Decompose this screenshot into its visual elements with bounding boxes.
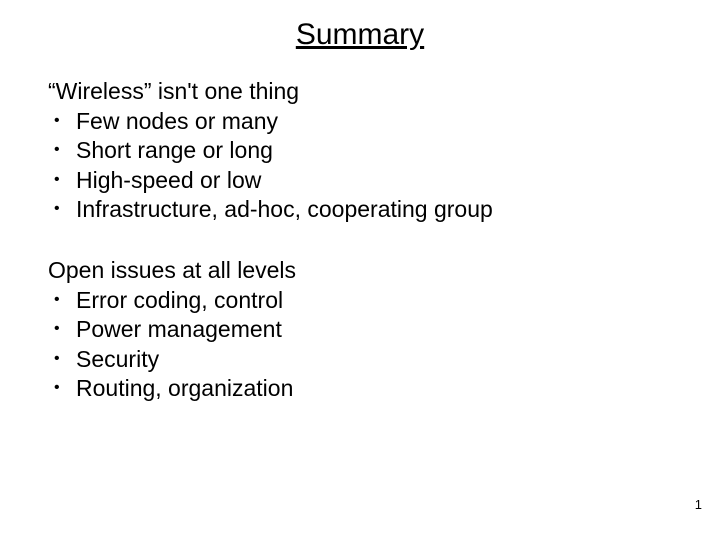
list-item: High-speed or low <box>48 166 672 195</box>
list-item: Few nodes or many <box>48 107 672 136</box>
section-1-heading: “Wireless” isn't one thing <box>48 78 672 105</box>
page-number: 1 <box>695 497 702 512</box>
list-item: Security <box>48 345 672 374</box>
section-1-bullets: Few nodes or many Short range or long Hi… <box>48 107 672 225</box>
list-item: Error coding, control <box>48 286 672 315</box>
section-2-heading: Open issues at all levels <box>48 257 672 284</box>
list-item: Short range or long <box>48 136 672 165</box>
list-item: Power management <box>48 315 672 344</box>
slide: Summary “Wireless” isn't one thing Few n… <box>0 0 720 540</box>
section-2: Open issues at all levels Error coding, … <box>48 257 672 404</box>
list-item: Infrastructure, ad-hoc, cooperating grou… <box>48 195 672 224</box>
list-item: Routing, organization <box>48 374 672 403</box>
section-2-bullets: Error coding, control Power management S… <box>48 286 672 404</box>
slide-title: Summary <box>48 18 672 52</box>
section-1: “Wireless” isn't one thing Few nodes or … <box>48 78 672 225</box>
